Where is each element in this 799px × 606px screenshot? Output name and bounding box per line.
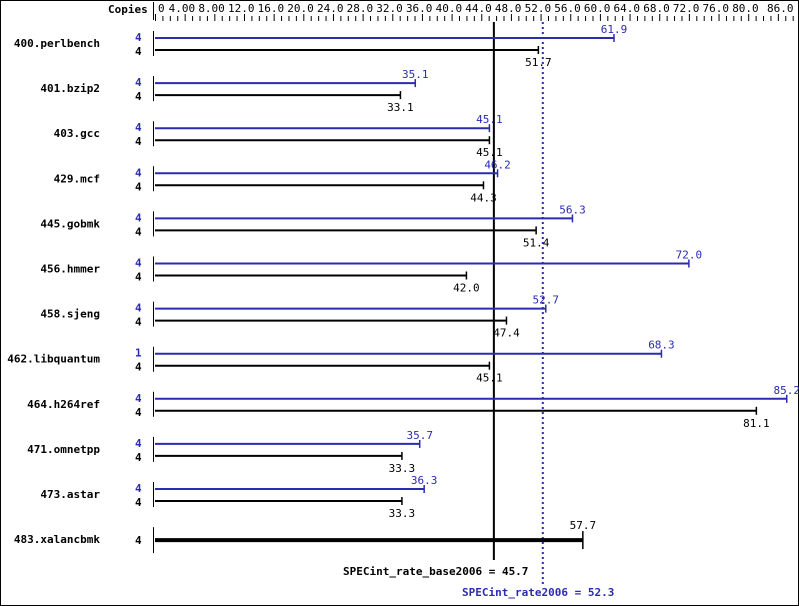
benchmark-name: 400.perlbench bbox=[14, 37, 100, 50]
tick-label: 40.0 bbox=[436, 2, 463, 15]
base-copies: 4 bbox=[135, 406, 142, 419]
tick-label: 72.0 bbox=[673, 2, 700, 15]
benchmark-name: 473.astar bbox=[40, 488, 100, 501]
tick-label: 4.00 bbox=[169, 2, 196, 15]
peak-copies: 4 bbox=[135, 257, 142, 270]
peak-value-label: 52.7 bbox=[533, 294, 560, 307]
peak-copies: 4 bbox=[135, 76, 142, 89]
peak-value-label: 56.3 bbox=[559, 203, 586, 216]
base-summary-label: SPECint_rate_base2006 = 45.7 bbox=[343, 565, 528, 578]
tick-label: 36.0 bbox=[406, 2, 433, 15]
benchmark-name: 401.bzip2 bbox=[40, 82, 100, 95]
peak-copies: 4 bbox=[135, 31, 142, 44]
base-value-label: 44.3 bbox=[470, 191, 497, 204]
tick-label: 8.00 bbox=[198, 2, 225, 15]
tick-label: 56.0 bbox=[554, 2, 581, 15]
tick-label: 32.0 bbox=[376, 2, 403, 15]
tick-label: 60.0 bbox=[584, 2, 611, 15]
tick-label: 0 bbox=[158, 2, 165, 15]
base-copies: 4 bbox=[135, 361, 142, 374]
benchmark-name: 464.h264ref bbox=[27, 398, 100, 411]
benchmark-name: 429.mcf bbox=[54, 172, 100, 185]
base-value-label: 33.1 bbox=[387, 101, 414, 114]
tick-label: 28.0 bbox=[347, 2, 374, 15]
base-value-label: 42.0 bbox=[453, 282, 480, 295]
base-value-label: 51.4 bbox=[523, 236, 550, 249]
peak-value-label: 45.1 bbox=[476, 113, 503, 126]
base-copies: 4 bbox=[135, 135, 142, 148]
base-copies: 4 bbox=[135, 316, 142, 329]
tick-label: 86.0 bbox=[767, 2, 794, 15]
base-copies: 4 bbox=[135, 271, 142, 284]
base-copies: 4 bbox=[135, 451, 142, 464]
benchmark-name: 445.gobmk bbox=[40, 217, 100, 230]
benchmark-name: 483.xalancbmk bbox=[14, 533, 100, 546]
base-copies: 4 bbox=[135, 496, 142, 509]
tick-label: 24.0 bbox=[317, 2, 344, 15]
peak-value-label: 46.2 bbox=[484, 158, 511, 171]
tick-label: 16.0 bbox=[258, 2, 285, 15]
base-copies: 4 bbox=[135, 90, 142, 103]
base-value-label: 45.1 bbox=[476, 146, 503, 159]
base-value-label: 45.1 bbox=[476, 372, 503, 385]
peak-value-label: 72.0 bbox=[676, 249, 703, 262]
tick-label: 44.0 bbox=[465, 2, 492, 15]
peak-value-label: 68.3 bbox=[648, 339, 675, 352]
peak-value-label: 36.3 bbox=[411, 474, 438, 487]
tick-label: 20.0 bbox=[287, 2, 314, 15]
base-value-label: 57.7 bbox=[570, 519, 597, 532]
peak-copies: 4 bbox=[135, 211, 142, 224]
tick-label: 64.0 bbox=[614, 2, 641, 15]
tick-label: 68.0 bbox=[643, 2, 670, 15]
peak-value-label: 35.7 bbox=[406, 429, 433, 442]
base-value-label: 51.7 bbox=[525, 56, 552, 69]
peak-copies: 4 bbox=[135, 121, 142, 134]
base-copies: 4 bbox=[135, 534, 142, 547]
peak-copies: 4 bbox=[135, 166, 142, 179]
peak-value-label: 61.9 bbox=[601, 23, 628, 36]
tick-label: 80.0 bbox=[732, 2, 759, 15]
peak-copies: 4 bbox=[135, 302, 142, 315]
base-value-label: 47.4 bbox=[493, 327, 520, 340]
peak-copies: 4 bbox=[135, 437, 142, 450]
benchmark-name: 471.omnetpp bbox=[27, 443, 100, 456]
base-value-label: 33.3 bbox=[389, 507, 416, 520]
peak-copies: 4 bbox=[135, 482, 142, 495]
axis-title: Copies bbox=[108, 3, 148, 16]
peak-copies: 1 bbox=[135, 347, 142, 360]
benchmark-name: 403.gcc bbox=[54, 127, 100, 140]
tick-label: 76.0 bbox=[703, 2, 730, 15]
base-copies: 4 bbox=[135, 45, 142, 58]
tick-label: 48.0 bbox=[495, 2, 522, 15]
peak-copies: 4 bbox=[135, 392, 142, 405]
base-copies: 4 bbox=[135, 180, 142, 193]
peak-summary-label: SPECint_rate2006 = 52.3 bbox=[462, 586, 614, 599]
base-copies: 4 bbox=[135, 225, 142, 238]
benchmark-name: 456.hmmer bbox=[40, 263, 100, 276]
peak-value-label: 35.1 bbox=[402, 68, 429, 81]
benchmark-name: 462.libquantum bbox=[7, 353, 100, 366]
tick-label: 12.0 bbox=[228, 2, 255, 15]
benchmark-name: 458.sjeng bbox=[40, 308, 100, 321]
base-value-label: 33.3 bbox=[389, 462, 416, 475]
base-value-label: 81.1 bbox=[743, 417, 770, 430]
tick-label: 52.0 bbox=[525, 2, 552, 15]
peak-value-label: 85.2 bbox=[774, 384, 799, 397]
